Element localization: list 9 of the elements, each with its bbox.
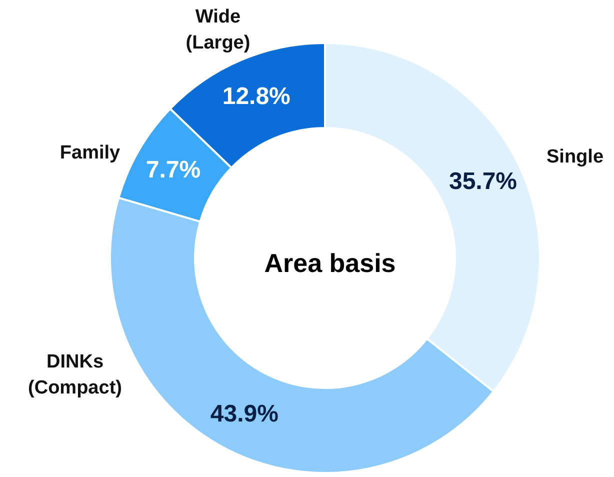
slice-label: Family — [60, 142, 121, 164]
data-label: 12.8% — [222, 82, 290, 110]
data-label: 7.7% — [146, 156, 201, 184]
text: Area basis — [264, 248, 396, 278]
data-label: 35.7% — [448, 168, 518, 196]
data-label: 43.9% — [210, 400, 278, 428]
slice-label: DINKs (Compact) — [28, 352, 122, 398]
slice-label: Wide (Large) — [186, 6, 250, 54]
slice-label: Single — [546, 146, 604, 168]
